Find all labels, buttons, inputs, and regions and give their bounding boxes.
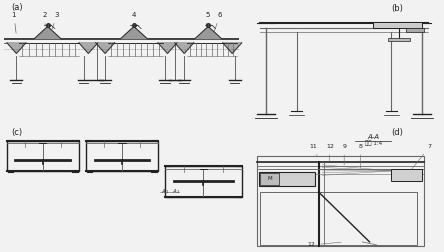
Text: 4: 4 [131, 12, 136, 25]
Polygon shape [7, 43, 26, 53]
Polygon shape [174, 43, 194, 53]
Bar [260, 192, 417, 245]
Bar [406, 28, 424, 32]
Text: 8: 8 [359, 144, 363, 168]
Text: (c): (c) [12, 128, 23, 137]
Text: 11: 11 [309, 144, 317, 157]
Text: A-A: A-A [367, 134, 379, 140]
Bar [258, 172, 315, 186]
Text: $A_1$: $A_1$ [162, 187, 170, 197]
Bar [165, 166, 242, 197]
Polygon shape [195, 26, 222, 39]
Bar [373, 22, 422, 28]
Text: 7: 7 [412, 144, 432, 169]
Text: (b): (b) [392, 4, 403, 13]
Polygon shape [222, 43, 242, 53]
Bar [260, 173, 278, 185]
Text: 12: 12 [308, 242, 341, 247]
Text: (a): (a) [12, 4, 23, 12]
Polygon shape [121, 26, 147, 39]
Text: $A_1$: $A_1$ [172, 187, 180, 197]
Polygon shape [79, 43, 98, 53]
Polygon shape [35, 26, 61, 39]
Text: 9: 9 [342, 144, 346, 165]
Text: 3: 3 [51, 12, 59, 32]
Bar [388, 38, 410, 41]
Polygon shape [158, 43, 177, 53]
Bar [392, 169, 422, 181]
Polygon shape [95, 43, 115, 53]
Text: 12: 12 [326, 144, 334, 162]
Text: (d): (d) [392, 128, 403, 137]
Text: M: M [267, 176, 272, 181]
Text: 2: 2 [43, 12, 47, 25]
Text: 1: 1 [12, 12, 16, 33]
Bar [86, 141, 158, 171]
Text: 6: 6 [214, 12, 222, 32]
Bar [7, 141, 79, 171]
Text: 5: 5 [206, 12, 210, 25]
Bar [257, 156, 424, 246]
Text: 比例 1:4: 比例 1:4 [365, 141, 382, 146]
